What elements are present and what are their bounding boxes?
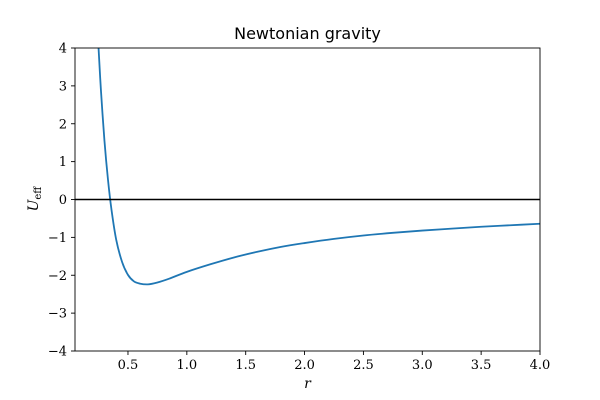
x-tick-label: 0.5 bbox=[118, 358, 139, 373]
y-tick-label: 3 bbox=[59, 79, 67, 94]
y-axis-label-sub: eff bbox=[33, 186, 44, 200]
x-axis-label: r bbox=[304, 376, 312, 392]
y-tick-label: −2 bbox=[48, 269, 67, 284]
x-tick-label: 2.5 bbox=[353, 358, 374, 373]
y-axis-label-main: U bbox=[26, 198, 42, 211]
y-tick-label: 4 bbox=[59, 42, 67, 57]
y-tick-label: 1 bbox=[59, 155, 67, 170]
x-tick-label: 3.5 bbox=[471, 358, 492, 373]
x-tick-label: 1.5 bbox=[235, 358, 256, 373]
y-tick-label: −3 bbox=[48, 307, 67, 322]
y-tick-label: 0 bbox=[59, 193, 67, 208]
x-tick-label: 4.0 bbox=[530, 358, 551, 373]
x-tick-label: 1.0 bbox=[176, 358, 197, 373]
effective-potential-line bbox=[97, 48, 540, 286]
y-tick-label: −1 bbox=[48, 231, 67, 246]
chart-title: Newtonian gravity bbox=[234, 24, 381, 43]
x-tick-label: 2.0 bbox=[294, 358, 315, 373]
y-axis-ticks: −4 −3 −2 −1 0 1 2 3 4 bbox=[48, 42, 75, 360]
y-tick-label: 2 bbox=[59, 117, 67, 132]
x-axis-ticks: 0.5 1.0 1.5 2.0 2.5 3.0 3.5 4.0 bbox=[118, 351, 551, 373]
y-tick-label: −4 bbox=[48, 345, 67, 360]
y-axis-label: Ueff bbox=[26, 186, 44, 212]
x-tick-label: 3.0 bbox=[412, 358, 433, 373]
